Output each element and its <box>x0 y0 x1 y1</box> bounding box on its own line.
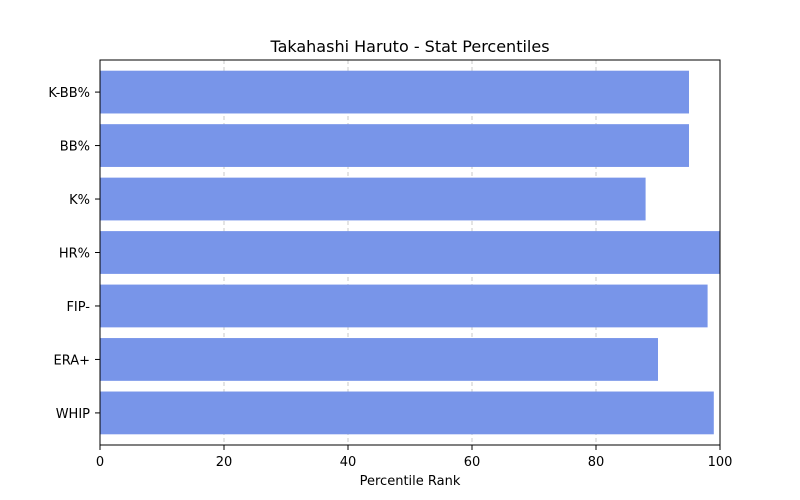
bar-era- <box>100 338 658 381</box>
x-tick-label: 20 <box>216 455 233 470</box>
y-tick-label: K% <box>69 193 90 208</box>
y-axis-ticks: K-BB% BB% K% HR% FIP- ERA+ WHIP <box>48 86 100 422</box>
y-tick-label: BB% <box>60 140 90 155</box>
y-tick-label: ERA+ <box>53 353 90 368</box>
bar-hr- <box>100 231 720 274</box>
x-tick-label: 100 <box>708 455 733 470</box>
bar-whip <box>100 391 714 435</box>
bars <box>100 70 720 435</box>
chart-title: Takahashi Haruto - Stat Percentiles <box>269 37 549 56</box>
y-tick-label: FIP- <box>66 300 90 315</box>
y-tick-label: K-BB% <box>48 86 90 101</box>
x-tick-label: 60 <box>464 455 481 470</box>
x-axis-label: Percentile Rank <box>360 474 461 489</box>
y-tick-label: HR% <box>59 247 90 262</box>
bar-k- <box>100 177 646 221</box>
bar-k-bb- <box>100 70 689 114</box>
x-tick-label: 80 <box>588 455 605 470</box>
x-axis-ticks: 0 20 40 60 80 100 <box>96 445 733 470</box>
x-tick-label: 0 <box>96 455 104 470</box>
bar-bb- <box>100 124 689 167</box>
bar-fip- <box>100 284 708 328</box>
x-tick-label: 40 <box>340 455 357 470</box>
y-tick-label: WHIP <box>56 407 90 422</box>
